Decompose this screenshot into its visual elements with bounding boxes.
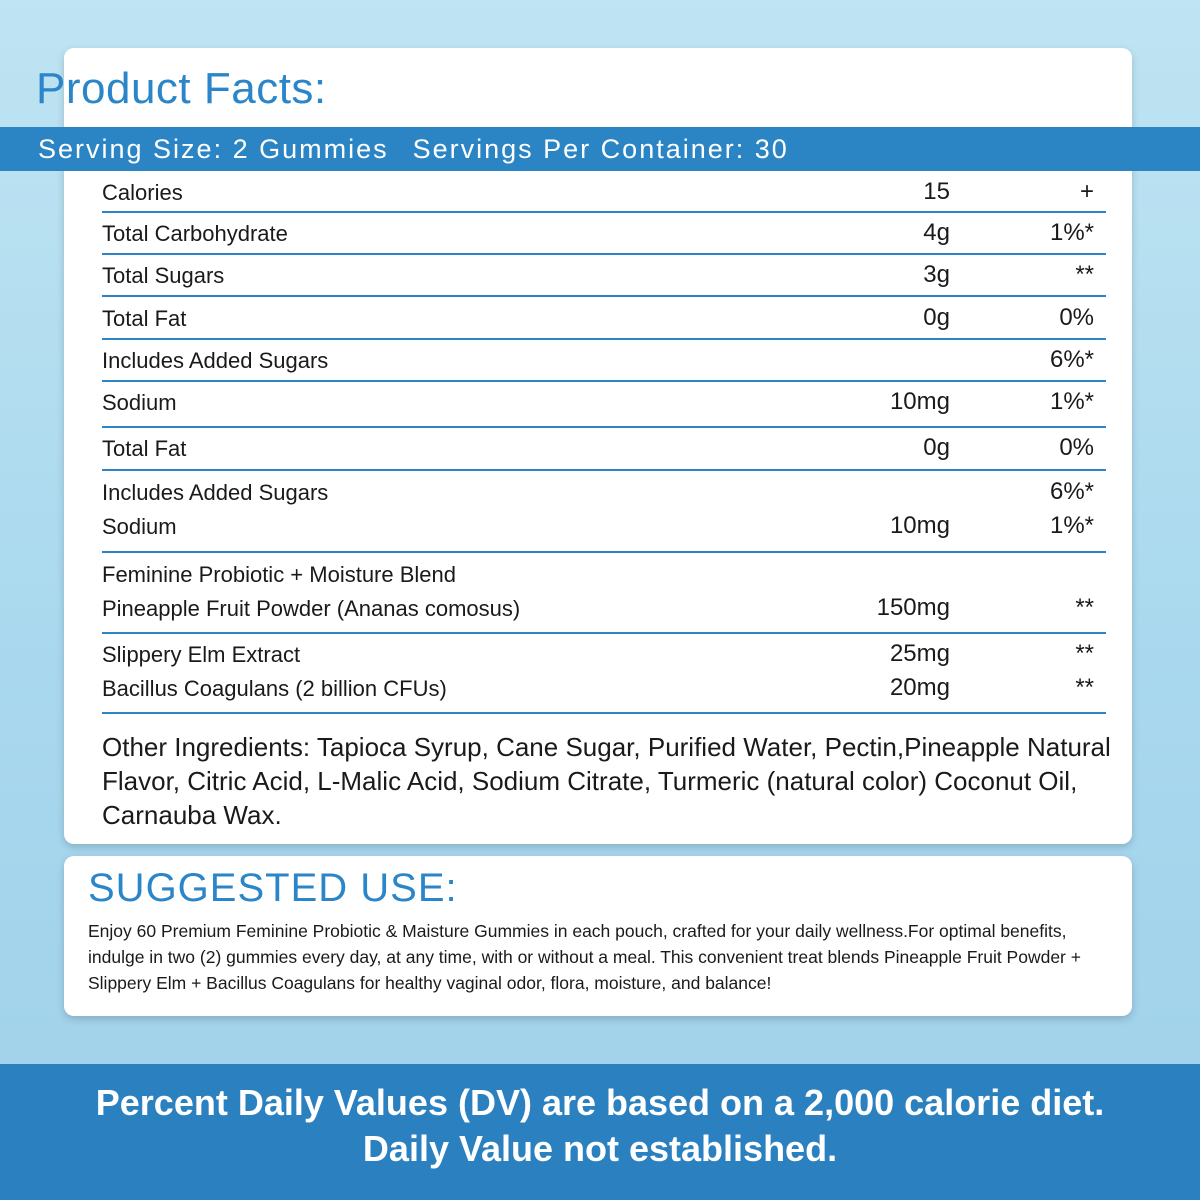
ingredient-amount: 150mg xyxy=(876,594,950,621)
suggested-use-panel xyxy=(64,856,1132,1016)
nutrient-amount: 10mg xyxy=(889,512,950,539)
nutrient-dv: 6%* xyxy=(1049,478,1094,505)
nutrient-dv: 1%* xyxy=(1049,512,1094,539)
ingredient-dv: ** xyxy=(1075,674,1094,701)
facts-row: Includes Added Sugars 6%* xyxy=(102,346,1106,378)
nutrient-amount: 0g xyxy=(923,434,950,461)
row-divider xyxy=(102,632,1106,634)
nutrient-name: Sodium xyxy=(102,514,177,539)
ingredient-dv: ** xyxy=(1075,640,1094,667)
facts-row: Sodium 10mg 1%* xyxy=(102,388,1106,420)
facts-row: Total Fat 0g 0% xyxy=(102,304,1106,336)
dv-footer-banner: Percent Daily Values (DV) are based on a… xyxy=(0,1064,1200,1200)
nutrient-name: Sodium xyxy=(102,390,177,415)
facts-row: Slippery Elm Extract 25mg ** xyxy=(102,640,1106,672)
row-divider xyxy=(102,469,1106,471)
row-divider xyxy=(102,295,1106,297)
nutrient-name: Total Carbohydrate xyxy=(102,221,288,246)
row-divider xyxy=(102,211,1106,213)
row-divider xyxy=(102,426,1106,428)
facts-row: Total Sugars 3g ** xyxy=(102,261,1106,293)
nutrient-amount: 4g xyxy=(923,219,950,246)
blend-heading: Feminine Probiotic + Moisture Blend xyxy=(102,562,456,587)
nutrient-amount: 10mg xyxy=(889,388,950,415)
blend-heading-row: Feminine Probiotic + Moisture Blend xyxy=(102,560,1106,592)
serving-info-bar: Serving Size: 2 Gummies Servings Per Cont… xyxy=(0,127,1200,171)
nutrient-dv: 6%* xyxy=(1049,346,1094,373)
nutrient-dv: + xyxy=(1079,178,1094,205)
facts-row: Total Carbohydrate 4g 1%* xyxy=(102,219,1106,251)
serving-size: Serving Size: 2 Gummies xyxy=(38,134,389,164)
row-divider xyxy=(102,712,1106,714)
row-divider xyxy=(102,380,1106,382)
product-facts-panel xyxy=(64,48,1132,844)
nutrient-name: Total Sugars xyxy=(102,263,225,288)
facts-row: Calories 15 + xyxy=(102,178,1106,210)
nutrient-dv: 1%* xyxy=(1049,219,1094,246)
nutrient-dv: 1%* xyxy=(1049,388,1094,415)
ingredient-amount: 25mg xyxy=(889,640,950,667)
servings-per-container: Servings Per Container: 30 xyxy=(412,134,789,164)
dv-footnote-line2: Daily Value not established. xyxy=(362,1128,838,1169)
nutrient-amount: 3g xyxy=(923,261,950,288)
nutrient-dv: 0% xyxy=(1059,304,1094,331)
facts-row: Bacillus Coagulans (2 billion CFUs) 20mg… xyxy=(102,674,1106,706)
nutrient-name: Includes Added Sugars xyxy=(102,480,329,505)
nutrient-name: Includes Added Sugars xyxy=(102,348,329,373)
facts-row: Total Fat 0g 0% xyxy=(102,434,1106,466)
nutrient-amount: 0g xyxy=(923,304,950,331)
nutrient-name: Total Fat xyxy=(102,436,187,461)
facts-row: Sodium 10mg 1%* xyxy=(102,512,1106,544)
suggested-use-title: SUGGESTED USE: xyxy=(88,866,458,910)
nutrient-name: Calories xyxy=(102,180,183,205)
row-divider xyxy=(102,338,1106,340)
facts-row: Pineapple Fruit Powder (Ananas comosus) … xyxy=(102,594,1106,626)
dv-footnote-line1: Percent Daily Values (DV) are based on a… xyxy=(95,1082,1105,1123)
nutrient-dv: ** xyxy=(1075,261,1094,288)
ingredient-name: Pineapple Fruit Powder (Ananas comosus) xyxy=(102,596,521,621)
ingredient-amount: 20mg xyxy=(889,674,950,701)
row-divider xyxy=(102,253,1106,255)
facts-row: Includes Added Sugars 6%* xyxy=(102,478,1106,510)
product-facts-title: Product Facts: xyxy=(36,64,327,113)
suggested-use-text: Enjoy 60 Premium Feminine Probiotic & Ma… xyxy=(88,921,1081,993)
ingredient-name: Bacillus Coagulans (2 billion CFUs) xyxy=(102,676,447,701)
nutrient-dv: 0% xyxy=(1059,434,1094,461)
nutrient-amount: 15 xyxy=(923,178,950,205)
ingredient-name: Slippery Elm Extract xyxy=(102,642,301,667)
other-ingredients: Other Ingredients: Tapioca Syrup, Cane S… xyxy=(102,732,1111,830)
row-divider xyxy=(102,551,1106,553)
ingredient-dv: ** xyxy=(1075,594,1094,621)
nutrient-name: Total Fat xyxy=(102,306,187,331)
